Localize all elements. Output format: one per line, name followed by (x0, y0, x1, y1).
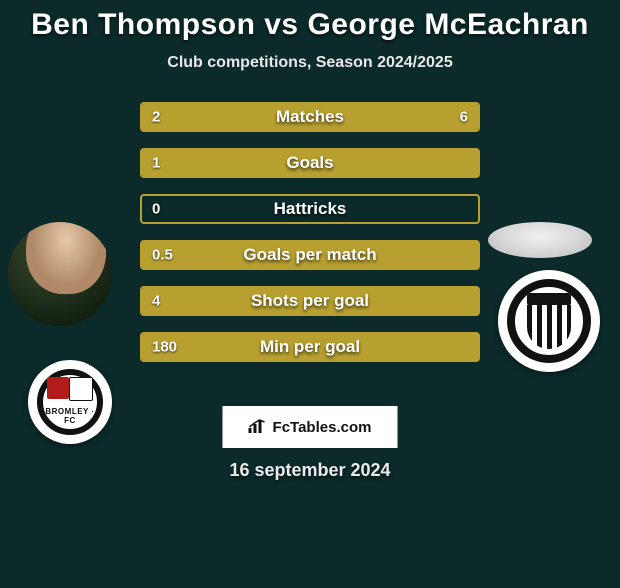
stat-label: Goals (142, 153, 478, 173)
bar-chart-icon (249, 419, 267, 436)
brand-box: FcTables.com (223, 406, 398, 448)
stat-row: 26Matches (140, 102, 480, 132)
stat-row: 180Min per goal (140, 332, 480, 362)
subtitle: Club competitions, Season 2024/2025 (0, 54, 620, 72)
stat-label: Hattricks (142, 199, 478, 219)
bromley-crest-icon: BROMLEY · FC (37, 369, 103, 435)
stats-column: 26Matches 1Goals 0Hattricks 0.5Goals per ma… (140, 102, 480, 378)
stat-row: 4Shots per goal (140, 286, 480, 316)
stat-label: Shots per goal (142, 291, 478, 311)
stat-row: 0.5Goals per match (140, 240, 480, 270)
grimsby-crest-icon (507, 279, 591, 363)
stat-label: Goals per match (142, 245, 478, 265)
stat-label: Min per goal (142, 337, 478, 357)
player-photo-right (488, 222, 592, 258)
badge-left-text: BROMLEY · FC (43, 407, 97, 425)
club-badge-left: BROMLEY · FC (28, 360, 112, 444)
stat-label: Matches (142, 107, 478, 127)
brand-label: FcTables.com (273, 419, 372, 436)
page-title: Ben Thompson vs George McEachran (0, 8, 620, 42)
stat-row: 0Hattricks (140, 194, 480, 224)
player-photo-left (8, 222, 112, 326)
club-badge-right (498, 270, 600, 372)
stat-row: 1Goals (140, 148, 480, 178)
date-label: 16 september 2024 (0, 460, 620, 481)
